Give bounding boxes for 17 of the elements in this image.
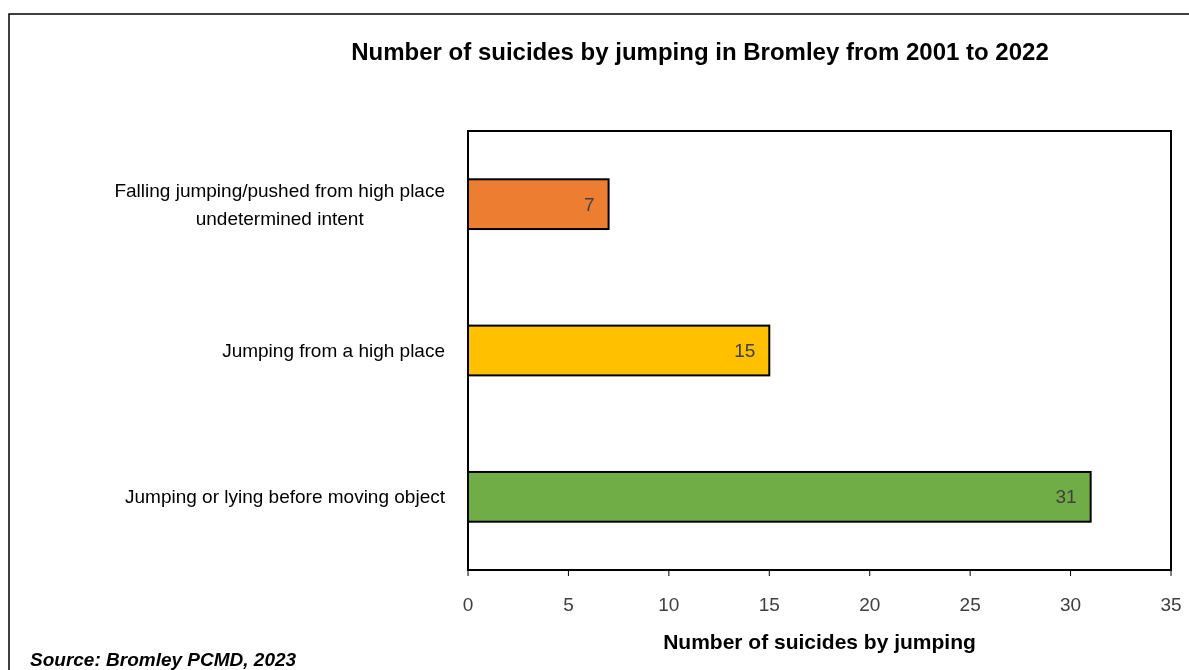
chart-title: Number of suicides by jumping in Bromley from 2001 to 2022 xyxy=(351,38,1049,66)
x-tick-label: 10 xyxy=(658,593,680,615)
data-label: 7 xyxy=(584,193,595,215)
data-label: 31 xyxy=(1055,486,1077,508)
x-axis-title: Number of suicides by jumping xyxy=(663,630,976,654)
y-tick-label: Jumping or lying before moving object xyxy=(124,486,446,508)
x-tick-label: 25 xyxy=(959,593,981,615)
x-tick-label: 0 xyxy=(462,593,474,615)
x-tick-label: 35 xyxy=(1160,593,1182,615)
x-tick-label: 15 xyxy=(758,593,780,615)
x-tick-label: 5 xyxy=(563,593,574,615)
x-tick-label: 30 xyxy=(1060,593,1082,615)
y-tick-label: Falling jumping/pushed from high place undetermined intent xyxy=(114,179,446,229)
source-note: Source: Bromley PCMD, 2023 xyxy=(30,648,297,670)
y-tick-label: Jumping from a high place xyxy=(222,340,445,362)
x-tick-label: 20 xyxy=(859,593,881,615)
data-label: 15 xyxy=(734,340,756,362)
